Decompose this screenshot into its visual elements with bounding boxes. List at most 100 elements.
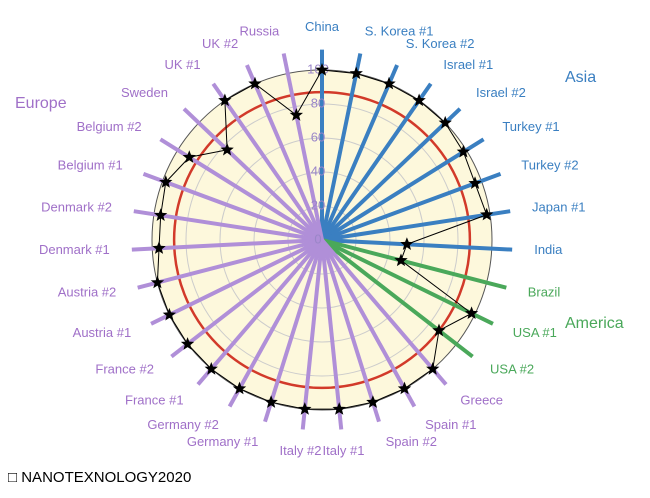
- star-marker: [468, 176, 482, 189]
- star-marker: [264, 395, 278, 408]
- r-tick-label: 60: [311, 129, 325, 144]
- star-marker: [152, 241, 166, 254]
- spoke: [320, 239, 344, 430]
- category-label: Austria #2: [58, 285, 117, 300]
- category-label: Turkey #1: [502, 119, 559, 134]
- spoke: [320, 238, 474, 359]
- category-label: Italy #1: [323, 443, 365, 458]
- category-label: France #2: [95, 362, 154, 377]
- spoke: [320, 64, 399, 241]
- star-marker: [426, 362, 440, 375]
- category-label: India: [534, 242, 563, 257]
- star-marker: [400, 237, 414, 250]
- category-label: Spain #2: [386, 434, 437, 449]
- star-marker: [412, 93, 426, 107]
- category-label: USA #1: [513, 325, 557, 340]
- star-marker: [432, 323, 446, 337]
- star-marker: [456, 144, 470, 158]
- star-marker: [180, 337, 195, 350]
- category-label: China: [305, 19, 340, 34]
- spoke: [300, 239, 324, 430]
- star-marker: [397, 381, 412, 395]
- spoke: [321, 238, 494, 326]
- star-marker: [150, 275, 165, 289]
- spoke: [137, 238, 323, 290]
- category-label: Denmark #2: [41, 199, 112, 214]
- category-label: Italy #2: [280, 443, 322, 458]
- r-tick-label: 20: [311, 197, 325, 212]
- spoke: [321, 238, 507, 290]
- spoke: [321, 171, 502, 242]
- category-label: Brazil: [528, 285, 561, 300]
- spoke: [131, 238, 323, 252]
- caption: □ NANOTEXNOLOGY2020: [8, 469, 191, 486]
- star-marker: [232, 381, 247, 395]
- spoke: [320, 239, 381, 423]
- category-label: Germany #2: [147, 417, 219, 432]
- star-marker: [480, 207, 494, 221]
- region-label: Europe: [15, 95, 67, 112]
- category-label: Germany #1: [187, 434, 259, 449]
- category-label: USA #2: [490, 362, 534, 377]
- region-label: Asia: [565, 69, 596, 86]
- spoke: [320, 238, 448, 386]
- star-marker: [182, 150, 196, 163]
- spoke: [182, 107, 324, 242]
- category-label: Belgium #1: [58, 158, 123, 173]
- category-label: Sweden: [121, 85, 168, 100]
- r-tick-label: 40: [311, 163, 325, 178]
- star-marker: [366, 395, 380, 408]
- category-label: S. Korea #1: [365, 23, 434, 38]
- spoke: [320, 239, 417, 408]
- series-line: [156, 69, 488, 410]
- star-marker: [159, 175, 173, 188]
- star-marker: [464, 306, 479, 319]
- category-label: Russia: [239, 23, 280, 38]
- category-label: Denmark #1: [39, 242, 110, 257]
- spoke: [320, 82, 433, 242]
- spoke: [196, 238, 324, 386]
- category-label: Greece: [460, 393, 503, 408]
- star-marker: [289, 108, 303, 121]
- category-label: Israel #2: [476, 85, 526, 100]
- spoke: [321, 238, 513, 252]
- spoke: [320, 53, 363, 241]
- star-marker: [315, 63, 329, 76]
- star-marker: [438, 115, 452, 129]
- spoke: [245, 64, 324, 241]
- star-marker: [248, 76, 262, 90]
- spoke: [211, 82, 324, 242]
- spoke: [227, 239, 324, 408]
- star-marker: [162, 307, 176, 321]
- spoke: [133, 209, 323, 242]
- star-marker: [204, 362, 218, 375]
- category-label: Belgium #2: [77, 119, 142, 134]
- star-marker: [382, 76, 396, 90]
- spoke: [142, 171, 323, 242]
- r-tick-label: 0: [314, 231, 321, 246]
- category-label: UK #1: [164, 57, 200, 72]
- category-label: Austria #1: [73, 325, 132, 340]
- star-marker: [349, 66, 363, 80]
- spoke: [320, 107, 462, 242]
- spoke: [320, 137, 485, 242]
- r-tick-label: 80: [311, 95, 325, 110]
- region-label: America: [565, 315, 624, 332]
- spoke: [321, 209, 511, 242]
- category-label: Israel #1: [443, 57, 493, 72]
- spoke: [150, 238, 323, 326]
- star-marker: [218, 93, 232, 107]
- category-label: S. Korea #2: [406, 36, 475, 51]
- spoke: [170, 238, 324, 359]
- spoke: [263, 239, 324, 423]
- category-label: Turkey #2: [521, 158, 578, 173]
- star-marker: [154, 208, 168, 221]
- star-marker: [332, 402, 346, 415]
- category-label: UK #2: [202, 36, 238, 51]
- star-marker: [298, 402, 312, 415]
- star-marker: [394, 253, 408, 267]
- category-label: Spain #1: [425, 417, 476, 432]
- category-label: France #1: [125, 393, 184, 408]
- spoke: [281, 53, 324, 241]
